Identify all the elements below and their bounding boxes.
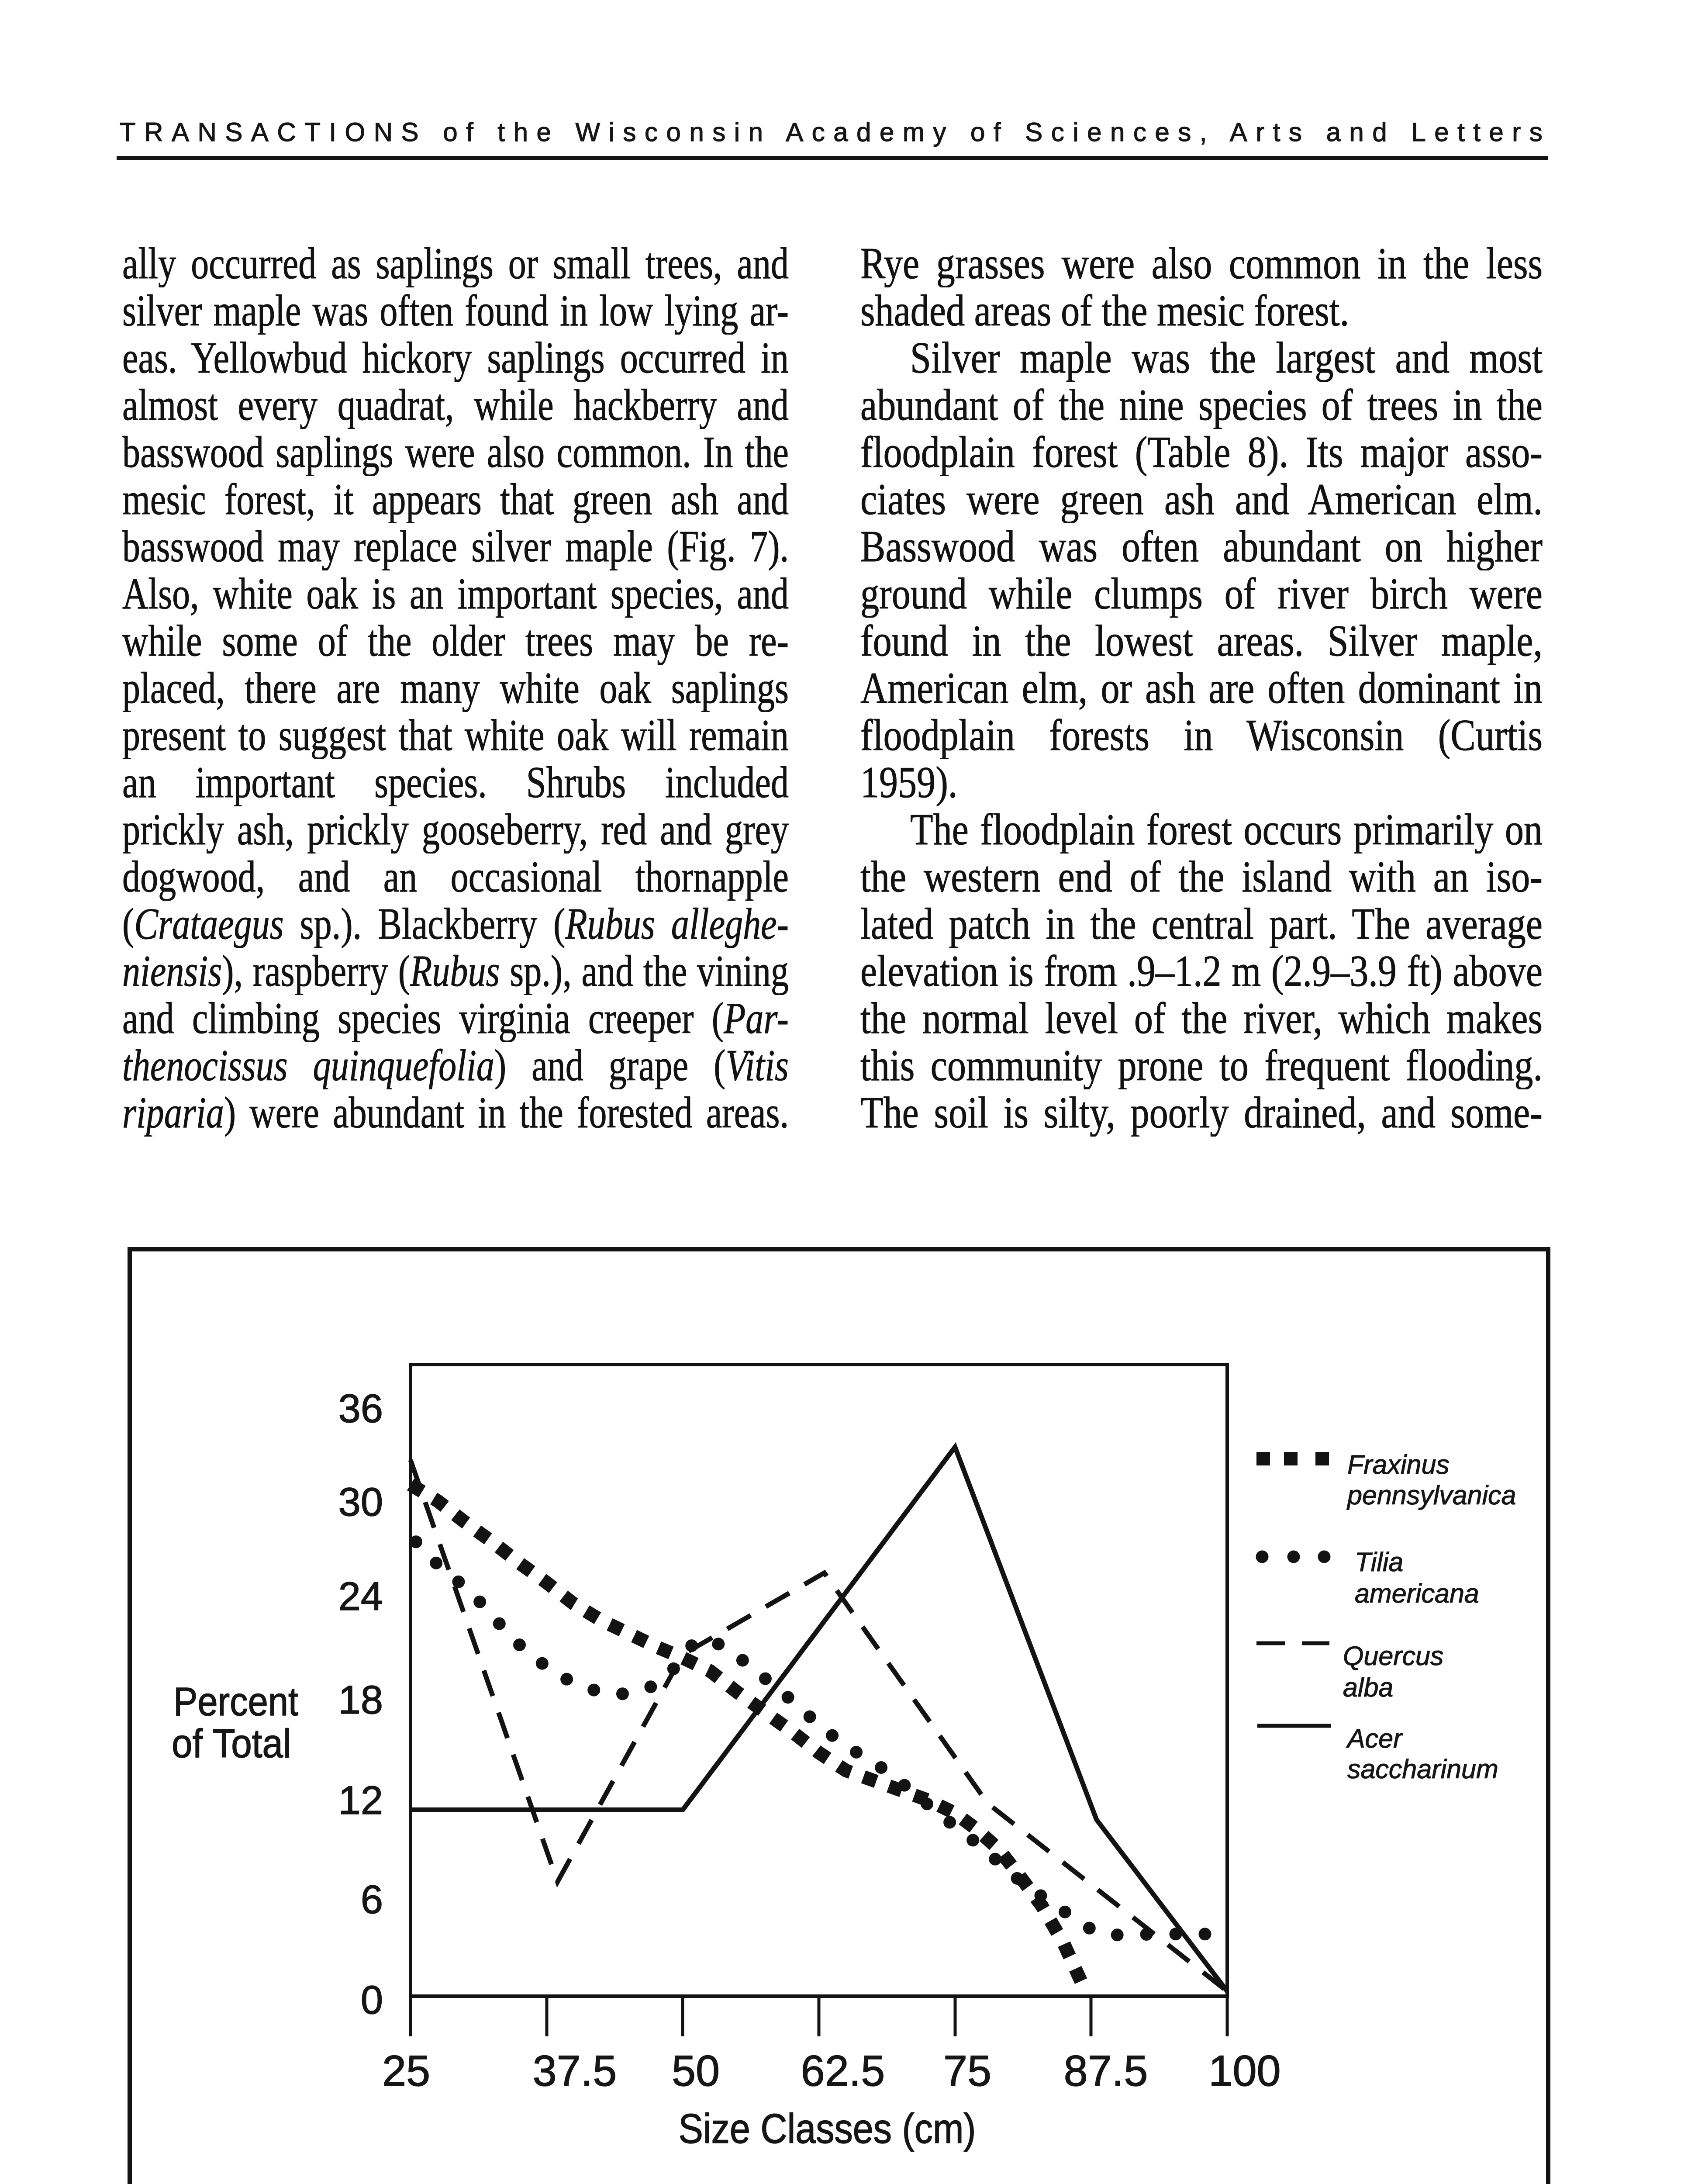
svg-text:Acer: Acer [1346, 1724, 1403, 1753]
svg-text:50: 50 [672, 2046, 720, 2095]
svg-text:24: 24 [338, 1574, 383, 1619]
svg-text:6: 6 [361, 1877, 383, 1922]
svg-text:americana: americana [1355, 1579, 1479, 1608]
svg-text:87.5: 87.5 [1064, 2046, 1148, 2095]
svg-text:37.5: 37.5 [533, 2046, 617, 2095]
svg-text:25: 25 [382, 2046, 430, 2095]
svg-text:0: 0 [361, 1978, 383, 2022]
svg-text:12: 12 [338, 1778, 383, 1823]
svg-text:Size Classes (cm): Size Classes (cm) [679, 2105, 976, 2152]
svg-text:of Total: of Total [172, 1721, 291, 1766]
svg-text:Quercus: Quercus [1343, 1641, 1444, 1671]
svg-text:saccharinum: saccharinum [1347, 1754, 1498, 1784]
svg-text:pennsylvanica: pennsylvanica [1346, 1480, 1516, 1510]
svg-text:62.5: 62.5 [801, 2046, 885, 2095]
svg-text:alba: alba [1343, 1673, 1393, 1702]
svg-text:Percent: Percent [173, 1679, 298, 1724]
svg-text:100: 100 [1208, 2046, 1280, 2095]
svg-text:18: 18 [338, 1678, 383, 1722]
svg-text:36: 36 [338, 1386, 383, 1431]
svg-text:Fraxinus: Fraxinus [1347, 1450, 1450, 1479]
svg-text:30: 30 [338, 1480, 383, 1524]
svg-text:75: 75 [943, 2046, 991, 2095]
svg-text:Tilia: Tilia [1355, 1547, 1403, 1577]
